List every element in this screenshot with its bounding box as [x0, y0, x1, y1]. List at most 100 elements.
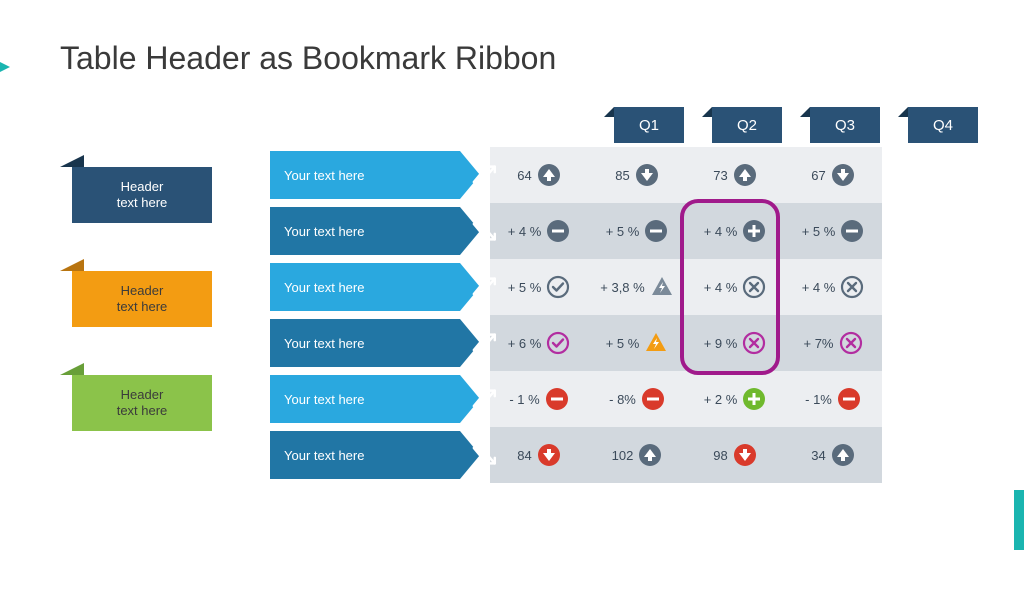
data-cell: + 9 % — [686, 315, 784, 371]
cell-value: 73 — [713, 168, 727, 183]
column-tab: Q4 — [908, 107, 978, 143]
column-tab-label: Q1 — [639, 117, 659, 134]
row-label-text: Your text here — [284, 168, 364, 183]
column-tab-label: Q4 — [933, 117, 953, 134]
minus-circle-icon — [644, 219, 668, 243]
data-cell: + 4 % — [490, 203, 588, 259]
data-cell: + 5 % — [490, 259, 588, 315]
cell-value: + 5 % — [802, 224, 836, 239]
check-ring-icon — [546, 331, 570, 355]
cell-value: + 9 % — [704, 336, 738, 351]
data-cell: + 6 % — [490, 315, 588, 371]
data-cell: 64 — [490, 147, 588, 203]
plus-circle-icon — [742, 387, 766, 411]
cell-value: - 1% — [805, 392, 832, 407]
data-cell: - 1 % — [490, 371, 588, 427]
data-cell: - 1% — [784, 371, 882, 427]
row-label: Your text here — [270, 375, 460, 423]
row-label-wrap: Your text here — [270, 427, 490, 483]
trend-up-icon — [470, 160, 500, 190]
x-ring-icon — [839, 331, 863, 355]
data-cell: 67 — [784, 147, 882, 203]
arrow-up-circle-icon — [638, 443, 662, 467]
cell-value: 34 — [811, 448, 825, 463]
bookmark-ribbon: Headertext here — [60, 271, 220, 327]
column-tab-fold — [800, 107, 810, 117]
row-label-wrap: Your text here — [270, 259, 490, 315]
bookmark-ribbon: Headertext here — [60, 167, 220, 223]
data-cell: + 5 % — [784, 203, 882, 259]
minus-circle-icon — [545, 387, 569, 411]
arrow-up-circle-icon — [733, 163, 757, 187]
column-tab: Q1 — [614, 107, 684, 143]
arrow-up-circle-icon — [537, 163, 561, 187]
cell-value: - 1 % — [509, 392, 539, 407]
row-label: Your text here — [270, 319, 460, 367]
slide-title: Table Header as Bookmark Ribbon — [60, 40, 984, 77]
cell-value: + 2 % — [704, 392, 738, 407]
cell-value: + 7% — [804, 336, 834, 351]
data-cell: + 3,8 % — [588, 259, 686, 315]
trend-up-wavy-icon — [470, 384, 500, 414]
bookmark-ribbon: Headertext here — [60, 375, 220, 431]
row-label-wrap: Your text here — [270, 203, 490, 259]
column-tab-fold — [702, 107, 712, 117]
data-cell: 98 — [686, 427, 784, 483]
data-cell: 102 — [588, 427, 686, 483]
minus-circle-icon — [641, 387, 665, 411]
row-label: Your text here — [270, 263, 460, 311]
arrow-down-circle-icon — [635, 163, 659, 187]
cell-value: + 5 % — [508, 280, 542, 295]
check-ring-icon — [546, 275, 570, 299]
cell-value: + 4 % — [704, 224, 738, 239]
data-cell: + 4 % — [784, 259, 882, 315]
cell-value: 85 — [615, 168, 629, 183]
bookmark-label: Headertext here — [72, 167, 212, 223]
row-label-text: Your text here — [284, 224, 364, 239]
x-ring-icon — [742, 331, 766, 355]
row-label: Your text here — [270, 207, 460, 255]
row-label-text: Your text here — [284, 448, 364, 463]
column-tab: Q3 — [810, 107, 880, 143]
data-cell: + 4 % — [686, 203, 784, 259]
data-cell: + 7% — [784, 315, 882, 371]
bookmark-label: Headertext here — [72, 375, 212, 431]
data-cell: 73 — [686, 147, 784, 203]
x-ring-icon — [742, 275, 766, 299]
trend-down-icon — [470, 440, 500, 470]
cell-value: 67 — [811, 168, 825, 183]
cell-value: 64 — [517, 168, 531, 183]
column-tabs: Q1 Q2 Q3 Q4 — [270, 107, 978, 143]
row-label-wrap: Your text here — [270, 315, 490, 371]
bookmark-label: Headertext here — [72, 271, 212, 327]
data-cell: + 5 % — [588, 203, 686, 259]
cell-value: + 5 % — [606, 336, 640, 351]
minus-circle-icon — [546, 219, 570, 243]
column-tab-fold — [604, 107, 614, 117]
trend-down-icon — [470, 216, 500, 246]
row-label-text: Your text here — [284, 280, 364, 295]
bookmark-list: Headertext here Headertext here Headerte… — [60, 107, 220, 483]
data-grid: Your text here 64 85 73 67 Your text here +… — [270, 147, 984, 483]
bookmark-fold — [60, 363, 84, 375]
row-label: Your text here — [270, 431, 460, 479]
slide: Table Header as Bookmark Ribbon Headerte… — [0, 0, 1024, 590]
data-cell: 85 — [588, 147, 686, 203]
cell-value: + 3,8 % — [600, 280, 644, 295]
row-label-text: Your text here — [284, 336, 364, 351]
minus-circle-icon — [837, 387, 861, 411]
cell-value: + 4 % — [508, 224, 542, 239]
bookmark-fold — [60, 155, 84, 167]
column-tab-label: Q2 — [737, 117, 757, 134]
cell-value: + 5 % — [606, 224, 640, 239]
data-cell: 34 — [784, 427, 882, 483]
column-tab: Q2 — [712, 107, 782, 143]
row-label: Your text here — [270, 151, 460, 199]
arrow-up-circle-icon — [831, 443, 855, 467]
cell-value: + 4 % — [802, 280, 836, 295]
row-label-wrap: Your text here — [270, 147, 490, 203]
row-label-wrap: Your text here — [270, 371, 490, 427]
data-cell: + 2 % — [686, 371, 784, 427]
bolt-triangle-icon — [650, 275, 674, 299]
data-cell: + 5 % — [588, 315, 686, 371]
